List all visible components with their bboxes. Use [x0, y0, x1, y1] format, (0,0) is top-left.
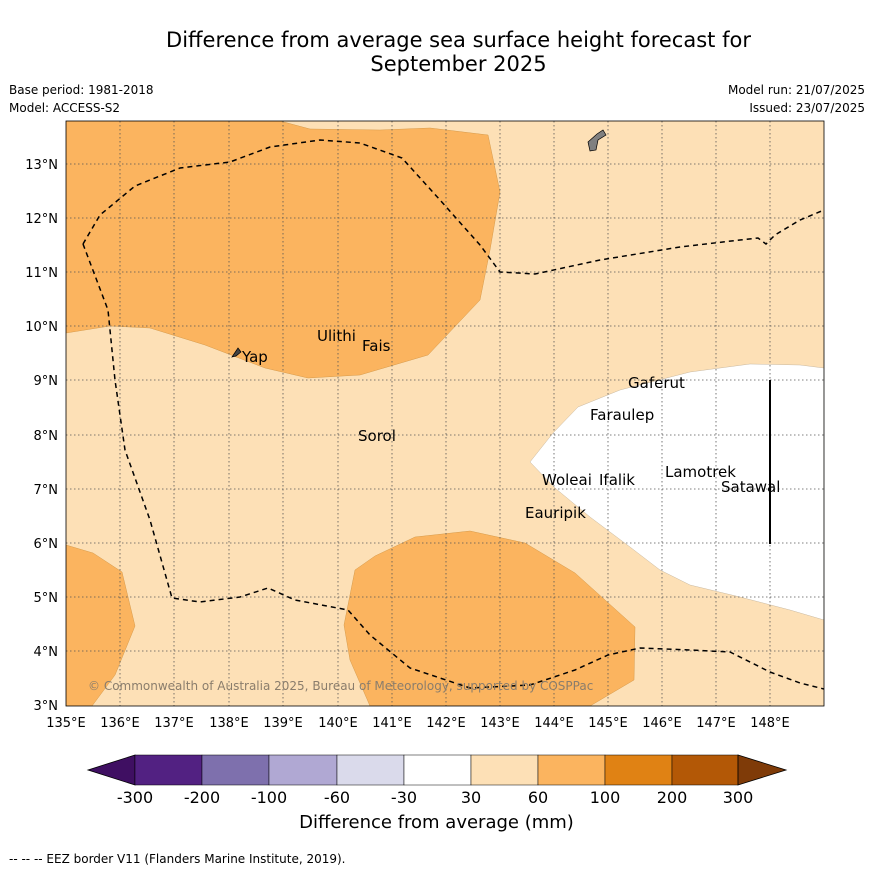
lat-label: 9°N — [34, 374, 59, 389]
map-title: Difference from average sea surface heig… — [0, 28, 873, 76]
guam-land — [587, 129, 607, 152]
eez-border-west — [82, 243, 824, 690]
colorbar-bin — [268, 754, 338, 786]
region-60-100-southwest — [66, 544, 136, 706]
eez-border — [82, 139, 824, 275]
lon-label: 142°E — [426, 716, 466, 731]
lat-label: 4°N — [34, 645, 59, 660]
colorbar-bin — [134, 754, 203, 786]
colorbar-bin — [336, 754, 405, 786]
place-sorol: Sorol — [358, 427, 396, 445]
region-60-100-south — [343, 530, 636, 706]
colorbar-tick: -200 — [184, 788, 220, 807]
colorbar-tick: -60 — [324, 788, 350, 807]
colorbar: -300 -200 -100 -60 -30 30 60 100 200 300 — [86, 754, 788, 807]
lat-label: 7°N — [34, 483, 59, 498]
colorbar-tick: 60 — [528, 788, 548, 807]
colorbar-left-arrow — [86, 754, 136, 786]
lat-axis: 13°N 12°N 11°N 10°N 9°N 8°N 7°N 6°N 5°N … — [25, 158, 58, 714]
colorbar-tick: 200 — [657, 788, 688, 807]
lon-label: 148°E — [750, 716, 790, 731]
lat-label: 3°N — [34, 699, 59, 714]
eez-footnote: -- -- -- EEZ border V11 (Flanders Marine… — [9, 852, 346, 866]
model-run: Model run: 21/07/2025 — [727, 83, 865, 97]
meta-right: Model run: 21/07/2025 Issued: 23/07/2025 — [728, 81, 865, 117]
colorbar-bin — [201, 754, 270, 786]
colorbar-tick: -30 — [391, 788, 417, 807]
issued-date: Issued: 23/07/2025 — [749, 101, 865, 115]
lon-label: 147°E — [696, 716, 736, 731]
colorbar-bin — [671, 754, 739, 786]
lat-label: 12°N — [25, 212, 58, 227]
grid-lines — [66, 121, 824, 706]
place-labels: Yap Ulithi Fais Gaferut Faraulep Sorol L… — [241, 327, 780, 522]
place-fais: Fais — [362, 337, 391, 355]
colorbar-bin — [604, 754, 673, 786]
colorbar-tick: -100 — [251, 788, 287, 807]
lon-label: 145°E — [588, 716, 628, 731]
meta-left: Base period: 1981-2018 Model: ACCESS-S2 — [9, 81, 154, 117]
lat-label: 10°N — [25, 320, 58, 335]
colorbar-bin — [470, 754, 539, 786]
map-area — [66, 121, 824, 706]
map-border — [65, 120, 825, 707]
lon-label: 140°E — [318, 716, 358, 731]
colorbar-right-arrow — [737, 754, 788, 786]
title-line-2: September 2025 — [370, 52, 547, 76]
place-woleai: Woleai — [542, 471, 592, 489]
lon-label: 139°E — [263, 716, 303, 731]
lat-label: 11°N — [25, 266, 58, 281]
lon-label: 141°E — [372, 716, 412, 731]
lat-label: 13°N — [25, 158, 58, 173]
model-name: Model: ACCESS-S2 — [9, 101, 121, 115]
place-ifalik: Ifalik — [599, 471, 635, 489]
place-lamotrek: Lamotrek — [665, 463, 736, 481]
base-period: Base period: 1981-2018 — [9, 83, 154, 97]
colorbar-label: Difference from average (mm) — [299, 812, 574, 833]
yap-land — [231, 347, 242, 358]
place-ulithi: Ulithi — [317, 327, 356, 345]
lon-label: 138°E — [209, 716, 249, 731]
place-eauripik: Eauripik — [525, 504, 586, 522]
place-satawal: Satawal — [721, 478, 780, 496]
region-neutral — [529, 363, 824, 621]
lon-label: 146°E — [642, 716, 682, 731]
lon-label: 143°E — [480, 716, 520, 731]
place-faraulep: Faraulep — [590, 406, 654, 424]
lon-label: 137°E — [154, 716, 194, 731]
colorbar-tick: 100 — [590, 788, 621, 807]
place-yap: Yap — [241, 348, 268, 366]
colorbar-tick: 300 — [723, 788, 754, 807]
lon-label: 136°E — [100, 716, 140, 731]
place-gaferut: Gaferut — [628, 374, 685, 392]
lat-label: 5°N — [34, 591, 59, 606]
lat-label: 8°N — [34, 429, 59, 444]
colorbar-bin — [537, 754, 606, 786]
title-line-1: Difference from average sea surface heig… — [166, 28, 751, 52]
lon-label: 135°E — [46, 716, 86, 731]
colorbar-ticks: -300 -200 -100 -60 -30 30 60 100 200 300 — [117, 788, 753, 807]
lat-label: 6°N — [34, 537, 59, 552]
lon-axis: 135°E 136°E 137°E 138°E 139°E 140°E 141°… — [46, 716, 790, 731]
copyright-text: © Commonwealth of Australia 2025, Bureau… — [88, 679, 593, 693]
lon-label: 144°E — [534, 716, 574, 731]
colorbar-tick: -300 — [117, 788, 153, 807]
colorbar-tick: 30 — [461, 788, 481, 807]
colorbar-bin — [403, 754, 472, 786]
